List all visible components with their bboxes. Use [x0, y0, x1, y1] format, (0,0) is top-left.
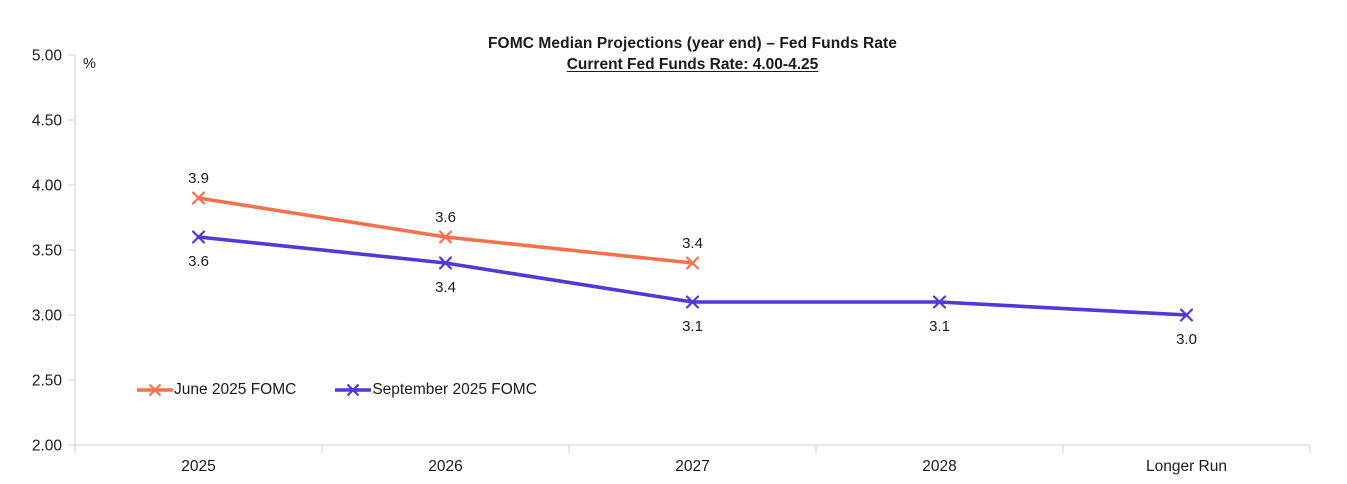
x-marker — [191, 191, 206, 205]
x-tick-label: 2028 — [922, 458, 956, 475]
legend-line-x-marker-june — [137, 383, 173, 397]
data-label: 3.1 — [929, 318, 950, 335]
x-marker — [191, 230, 206, 244]
y-tick-label: 2.50 — [32, 373, 63, 390]
x-tick-label: 2025 — [181, 458, 215, 475]
x-marker — [685, 256, 700, 270]
data-label: 3.6 — [435, 209, 456, 226]
y-tick-label: 2.00 — [32, 438, 63, 455]
legend-item-september-2025-fomc: September 2025 FOMC — [335, 381, 537, 399]
legend-item-june-2025-fomc: June 2025 FOMC — [137, 381, 296, 399]
legend-label-september-2025-fomc: September 2025 FOMC — [372, 381, 537, 398]
x-marker — [685, 295, 700, 309]
chart-legend: June 2025 FOMC September 2025 FOMC — [137, 381, 537, 399]
data-label: 3.1 — [682, 318, 703, 335]
data-label: 3.9 — [188, 170, 209, 187]
x-tick-label: 2027 — [675, 458, 709, 475]
data-label: 3.0 — [1176, 331, 1197, 348]
data-label: 3.6 — [188, 253, 209, 270]
series-line — [196, 196, 695, 265]
legend-line-x-marker-september — [335, 383, 372, 397]
x-marker — [438, 230, 453, 244]
data-label: 3.4 — [682, 235, 703, 252]
legend-label-june-2025-fomc: June 2025 FOMC — [174, 381, 297, 398]
y-tick-label: 4.00 — [32, 178, 63, 195]
y-tick-label: 5.00 — [32, 48, 63, 65]
x-marker — [1179, 308, 1194, 322]
x-marker — [932, 295, 947, 309]
x-tick-label: Longer Run — [1146, 458, 1227, 475]
data-label: 3.4 — [435, 279, 456, 296]
y-tick-label: 3.50 — [32, 243, 63, 260]
y-tick-label: 3.00 — [32, 308, 63, 325]
x-tick-label: 2026 — [428, 458, 462, 475]
x-marker — [438, 256, 453, 270]
y-axis-unit-label: % — [83, 56, 96, 72]
y-tick-label: 4.50 — [32, 113, 63, 130]
